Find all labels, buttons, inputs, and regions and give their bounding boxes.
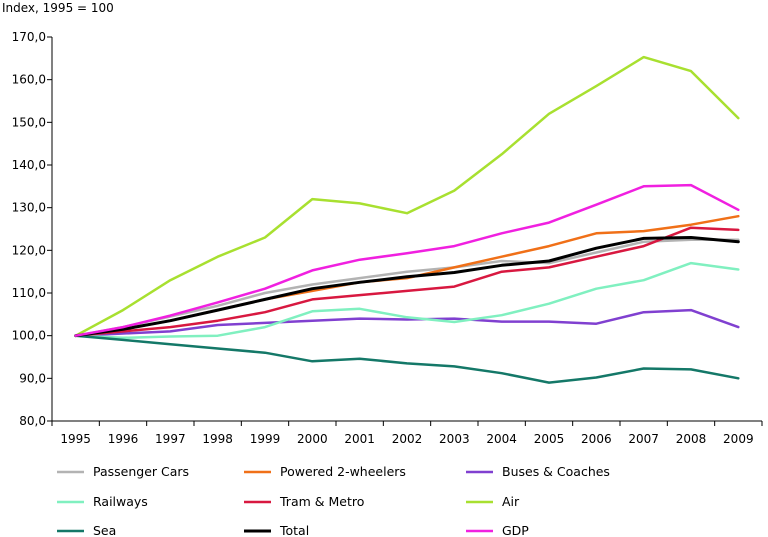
- series-line-sea: [74, 334, 740, 384]
- legend-label-passenger-cars: Passenger Cars: [93, 464, 189, 479]
- x-tick-label: 1997: [155, 432, 186, 446]
- series-line-air: [74, 55, 740, 337]
- legend-label-sea: Sea: [93, 523, 116, 537]
- series-line-railways: [74, 261, 740, 340]
- y-tick-label: 80,0: [19, 414, 46, 428]
- x-tick-label: 2001: [344, 432, 375, 446]
- x-tick-label: 1995: [60, 432, 91, 446]
- x-tick-label: 1998: [202, 432, 233, 446]
- x-tick-label: 1996: [108, 432, 139, 446]
- x-tick-label: 2003: [439, 432, 470, 446]
- legend-label-air: Air: [502, 494, 520, 509]
- legend-label-tram-metro: Tram & Metro: [279, 494, 364, 509]
- legend-label-total: Total: [279, 523, 309, 537]
- x-tick-label: 2009: [723, 432, 754, 446]
- legend: Passenger Cars Powered 2-wheelers Buses & …: [57, 464, 610, 537]
- y-tick-label: 170,0: [12, 30, 46, 44]
- axes: 80,0 90,0 100,0 110,0 120,0 130,0 140,0 150,0 16…: [12, 30, 763, 446]
- x-tick-label: 2002: [392, 432, 423, 446]
- series-line-passenger-cars: [74, 238, 740, 337]
- y-tick-label: 120,0: [12, 243, 46, 257]
- x-tick-label: 2007: [628, 432, 659, 446]
- y-tick-label: 100,0: [12, 329, 46, 343]
- x-tick-label: 2006: [581, 432, 612, 446]
- y-axis-title: Index, 1995 = 100: [2, 1, 114, 15]
- y-tick-label: 160,0: [12, 73, 46, 87]
- x-tick-label: 1999: [250, 432, 281, 446]
- series-lines: [74, 55, 740, 384]
- series-line-total: [74, 236, 740, 338]
- y-tick-label: 140,0: [12, 158, 46, 172]
- y-tick-label: 90,0: [19, 371, 46, 385]
- series-line-tram-metro: [74, 226, 740, 337]
- legend-label-buses-coaches: Buses & Coaches: [502, 464, 610, 479]
- y-tick-label: 110,0: [12, 286, 46, 300]
- legend-label-railways: Railways: [93, 494, 148, 509]
- y-tick-label: 130,0: [12, 201, 46, 215]
- series-line-gdp: [74, 183, 740, 337]
- x-tick-label: 2005: [534, 432, 565, 446]
- x-tick-label: 2000: [297, 432, 328, 446]
- legend-label-gdp: GDP: [502, 523, 529, 537]
- x-tick-label: 2004: [486, 432, 517, 446]
- series-line-buses-coaches: [74, 308, 740, 337]
- legend-label-powered-2-wheelers: Powered 2-wheelers: [280, 464, 406, 479]
- y-tick-label: 150,0: [12, 115, 46, 129]
- x-tick-label: 2008: [676, 432, 707, 446]
